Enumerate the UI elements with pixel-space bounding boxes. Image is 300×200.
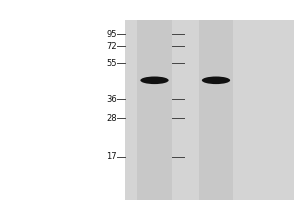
Bar: [137, 20, 172, 200]
Ellipse shape: [202, 76, 230, 84]
Text: 36: 36: [106, 95, 117, 104]
Text: 17: 17: [106, 152, 117, 161]
Ellipse shape: [140, 76, 169, 84]
Bar: [124, 20, 294, 200]
Text: 55: 55: [106, 59, 117, 68]
Text: 72: 72: [106, 42, 117, 51]
Text: 28: 28: [106, 114, 117, 123]
Text: 95: 95: [106, 30, 117, 39]
Bar: [199, 20, 233, 200]
